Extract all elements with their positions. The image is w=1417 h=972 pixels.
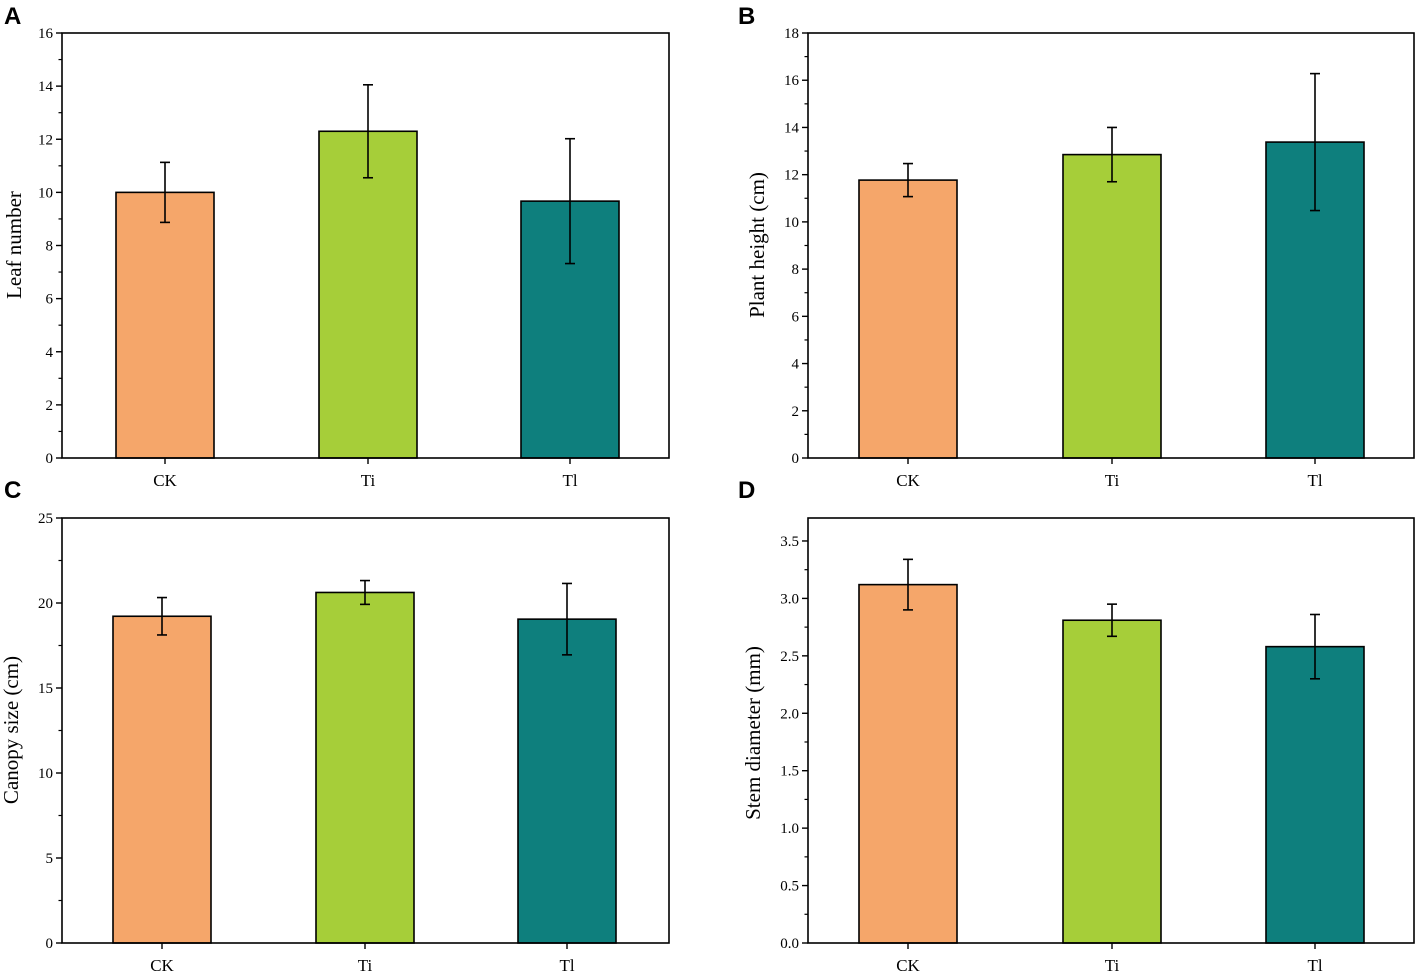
error-bar-c-ck <box>157 596 167 636</box>
panel-d: D Stem diameter (mm) 0.0 0.5 1.0 1.5 2.0 2.5 3… <box>738 477 1415 972</box>
x-tick-label-tl: Tl <box>562 471 577 490</box>
x-tick-label-ck: CK <box>896 471 920 490</box>
y-tick-label: 25 <box>38 511 53 527</box>
y-tick-label: 0 <box>792 451 800 467</box>
y-tick-label: 6 <box>46 292 54 308</box>
y-tick-label: 14 <box>784 120 800 136</box>
y-tick-label: 18 <box>784 26 799 42</box>
bar-a-ck <box>115 191 215 459</box>
y-tick-label: 10 <box>784 215 799 231</box>
y-tick-label: 4 <box>792 357 800 373</box>
y-tick-label: 2.5 <box>780 649 799 665</box>
y-tick-label: 3.0 <box>780 591 799 607</box>
y-tick-label: 15 <box>38 681 53 697</box>
y-tick-label: 0.5 <box>780 879 799 895</box>
bar-d-tl <box>1265 645 1365 944</box>
x-tick-label-ck: CK <box>150 956 174 972</box>
plot-frame-d <box>807 517 1415 944</box>
x-tick-label-tl: Tl <box>1307 956 1322 972</box>
panel-a: A Leaf number 0 2 4 6 8 10 12 14 16 CK Ti Tl <box>2 3 670 490</box>
x-tick-label-ti: Ti <box>358 956 373 972</box>
bar-a-ti <box>318 130 418 459</box>
panel-b: B Plant height (cm) 0 2 4 6 8 10 12 14 16 18 CK Ti T… <box>738 3 1415 490</box>
y-tick-label: 10 <box>38 185 53 201</box>
y-tick-label: 1.5 <box>780 764 799 780</box>
y-tick-label: 1.0 <box>780 821 799 837</box>
x-tick-label-tl: Tl <box>1307 471 1322 490</box>
plot-c: 0 5 10 15 20 25 CK Ti Tl <box>38 511 670 972</box>
panel-letter-d: D <box>738 477 755 504</box>
x-tick-label-ti: Ti <box>1105 956 1120 972</box>
y-tick-label: 2 <box>792 404 800 420</box>
y-tick-label: 8 <box>792 262 800 278</box>
error-bar-c-tl <box>562 582 572 656</box>
bar-b-ti <box>1062 153 1162 459</box>
y-tick-label: 14 <box>38 79 54 95</box>
error-bar-a-ck <box>160 161 170 224</box>
error-bar-b-ti <box>1107 126 1117 183</box>
y-tick-label: 12 <box>38 132 53 148</box>
x-tick-label-ck: CK <box>153 471 177 490</box>
x-tick-label-ck: CK <box>896 956 920 972</box>
y-tick-label: 0 <box>46 451 54 467</box>
error-bar-d-ti <box>1107 603 1117 638</box>
ylabel-a: Leaf number <box>2 191 26 299</box>
ylabel-b: Plant height (cm) <box>745 172 769 318</box>
y-tick-label: 0.0 <box>780 936 799 952</box>
error-bar-b-ck <box>903 162 913 198</box>
y-tick-label: 8 <box>46 239 54 255</box>
panel-letter-a: A <box>4 3 21 30</box>
y-tick-label: 20 <box>38 596 53 612</box>
x-tick-label-tl: Tl <box>559 956 574 972</box>
plot-b: 0 2 4 6 8 10 12 14 16 18 CK Ti Tl <box>784 26 1415 490</box>
bar-d-ck <box>858 583 958 944</box>
y-tick-label: 0 <box>46 936 54 952</box>
x-tick-label-ti: Ti <box>361 471 376 490</box>
bar-c-ti <box>315 591 415 944</box>
y-tick-label: 6 <box>792 309 800 325</box>
panel-c: C Canopy size (cm) 0 5 10 15 20 25 CK Ti Tl <box>0 477 670 972</box>
plot-a: 0 2 4 6 8 10 12 14 16 CK Ti Tl <box>38 26 670 490</box>
plot-d: 0.0 0.5 1.0 1.5 2.0 2.5 3.0 3.5 CK Ti Tl <box>780 517 1415 972</box>
y-tick-label: 2 <box>46 398 54 414</box>
ylabel-c: Canopy size (cm) <box>0 656 23 804</box>
y-tick-label: 2.0 <box>780 706 799 722</box>
y-tick-label: 4 <box>46 345 54 361</box>
error-bar-d-ck <box>903 558 913 611</box>
y-tick-label: 5 <box>46 851 54 867</box>
error-bar-a-tl <box>565 137 575 265</box>
y-tick-label: 12 <box>784 168 799 184</box>
y-tick-label: 16 <box>784 73 800 89</box>
y-tick-label: 16 <box>38 26 54 42</box>
error-bar-c-ti <box>360 579 370 606</box>
y-tick-label: 3.5 <box>780 534 799 550</box>
error-bar-b-tl <box>1310 72 1320 212</box>
x-tick-label-ti: Ti <box>1105 471 1120 490</box>
ylabel-d: Stem diameter (mm) <box>741 646 765 820</box>
panel-letter-c: C <box>4 477 21 504</box>
bar-c-ck <box>112 615 212 944</box>
bar-c-tl <box>517 618 617 944</box>
bar-b-ck <box>858 179 958 459</box>
y-tick-label: 10 <box>38 766 53 782</box>
panel-letter-b: B <box>738 3 755 30</box>
bar-d-ti <box>1062 619 1162 944</box>
error-bar-a-ti <box>363 83 373 179</box>
error-bar-d-tl <box>1310 613 1320 680</box>
